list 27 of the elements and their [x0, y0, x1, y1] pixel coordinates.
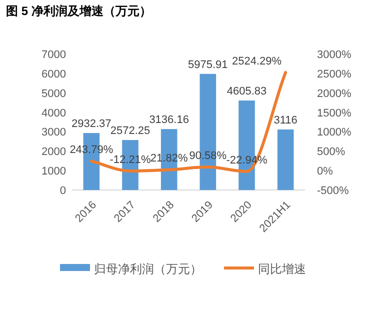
y-tick-label: 7000 [42, 49, 66, 61]
y2-tick-label: 500% [317, 146, 346, 158]
data-label: 2572.25 [110, 125, 150, 138]
data-label: 3136.16 [149, 114, 189, 126]
data-label: 4605.83 [226, 86, 267, 98]
y-tick-label: 1000 [42, 166, 66, 178]
y-tick-label: 4000 [42, 107, 66, 120]
y-tick-label: 2000 [42, 146, 66, 158]
legend-label: 归母净利润（万元） [94, 262, 202, 276]
y-tick-label: 5000 [42, 88, 66, 100]
data-label: 5975.91 [188, 58, 228, 71]
y-tick-label: 3000 [42, 126, 66, 139]
data-label: 3116 [274, 114, 298, 126]
y-tick-label: 6000 [42, 68, 66, 80]
y2-tick-label: -500% [317, 185, 350, 197]
data-label: 2932.37 [72, 118, 112, 130]
y2-tick-label: 3000% [317, 49, 352, 61]
y2-tick-label: 2000% [317, 88, 352, 100]
y2-tick-label: 2500% [317, 68, 352, 80]
y2-tick-label: 1000% [317, 126, 352, 139]
y2-tick-label: 1500% [317, 107, 352, 120]
legend-label: 同比增速 [258, 262, 306, 276]
bar [277, 129, 294, 190]
y2-tick-label: 0% [317, 166, 334, 178]
y-tick-label: 0 [60, 185, 66, 197]
chart-title: 图 5 净利润及增速（万元） [6, 4, 152, 18]
data-label: 2524.29% [232, 55, 282, 68]
